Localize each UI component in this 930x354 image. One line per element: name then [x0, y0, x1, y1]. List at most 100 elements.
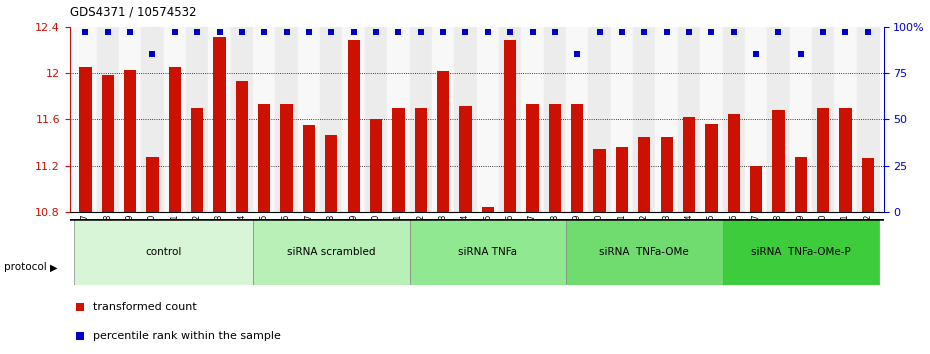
- Bar: [660, 137, 672, 212]
- Bar: [700, 27, 723, 212]
- Bar: [794, 157, 807, 212]
- Bar: [745, 27, 767, 212]
- Bar: [409, 219, 566, 285]
- Bar: [208, 27, 231, 212]
- Point: [435, 29, 450, 35]
- Bar: [342, 27, 365, 212]
- Text: siRNA TNFa: siRNA TNFa: [458, 247, 517, 257]
- Point: [481, 29, 496, 35]
- Bar: [522, 27, 544, 212]
- Bar: [727, 114, 740, 212]
- Bar: [387, 27, 409, 212]
- Bar: [437, 71, 449, 212]
- Bar: [79, 67, 91, 212]
- Bar: [812, 27, 834, 212]
- Text: siRNA scrambled: siRNA scrambled: [287, 247, 376, 257]
- Point: [324, 29, 339, 35]
- Point: [190, 29, 205, 35]
- Bar: [298, 27, 320, 212]
- Bar: [74, 27, 97, 212]
- Bar: [259, 104, 271, 212]
- Point: [78, 29, 93, 35]
- Bar: [409, 27, 432, 212]
- Bar: [566, 219, 723, 285]
- Text: GDS4371 / 10574532: GDS4371 / 10574532: [70, 5, 196, 18]
- Bar: [683, 117, 695, 212]
- Point: [301, 29, 316, 35]
- Bar: [723, 27, 745, 212]
- Bar: [840, 108, 852, 212]
- Bar: [589, 27, 611, 212]
- Bar: [141, 27, 164, 212]
- Bar: [862, 158, 874, 212]
- Bar: [168, 67, 181, 212]
- Bar: [432, 27, 454, 212]
- Bar: [476, 27, 499, 212]
- Bar: [705, 124, 718, 212]
- Point: [860, 29, 875, 35]
- Bar: [101, 75, 113, 212]
- Bar: [459, 105, 472, 212]
- Point: [346, 29, 361, 35]
- Bar: [392, 108, 405, 212]
- Text: control: control: [145, 247, 182, 257]
- Bar: [275, 27, 298, 212]
- Bar: [593, 149, 605, 212]
- Bar: [772, 110, 785, 212]
- Text: ▶: ▶: [50, 262, 58, 272]
- Bar: [365, 27, 387, 212]
- Bar: [348, 40, 360, 212]
- Text: siRNA  TNFa-OMe-P: siRNA TNFa-OMe-P: [751, 247, 851, 257]
- Bar: [834, 27, 857, 212]
- Point: [838, 29, 853, 35]
- Bar: [235, 81, 248, 212]
- Point: [659, 29, 674, 35]
- Bar: [504, 40, 516, 212]
- Bar: [544, 27, 566, 212]
- Text: protocol: protocol: [4, 262, 46, 272]
- Bar: [526, 104, 538, 212]
- Bar: [281, 104, 293, 212]
- Bar: [186, 27, 208, 212]
- Bar: [320, 27, 342, 212]
- Point: [391, 29, 405, 35]
- Bar: [633, 27, 656, 212]
- Text: percentile rank within the sample: percentile rank within the sample: [92, 331, 281, 341]
- Point: [793, 52, 808, 57]
- Point: [816, 29, 830, 35]
- Bar: [415, 108, 427, 212]
- Bar: [638, 137, 650, 212]
- Point: [548, 29, 563, 35]
- Point: [637, 29, 652, 35]
- Bar: [482, 207, 494, 212]
- Point: [257, 29, 272, 35]
- Bar: [124, 69, 137, 212]
- Bar: [499, 27, 522, 212]
- Point: [771, 29, 786, 35]
- Text: siRNA  TNFa-OMe: siRNA TNFa-OMe: [600, 247, 689, 257]
- Bar: [454, 27, 476, 212]
- Point: [100, 29, 115, 35]
- Bar: [571, 104, 583, 212]
- Text: transformed count: transformed count: [92, 302, 196, 312]
- Bar: [790, 27, 812, 212]
- Point: [726, 29, 741, 35]
- Bar: [253, 219, 409, 285]
- Point: [592, 29, 607, 35]
- Bar: [817, 108, 830, 212]
- Point: [704, 29, 719, 35]
- Point: [212, 29, 227, 35]
- Point: [615, 29, 630, 35]
- Bar: [678, 27, 700, 212]
- Point: [558, 152, 573, 158]
- Point: [458, 29, 472, 35]
- Point: [749, 52, 764, 57]
- Bar: [326, 135, 338, 212]
- Bar: [656, 27, 678, 212]
- Bar: [767, 27, 790, 212]
- Bar: [616, 147, 628, 212]
- Point: [167, 29, 182, 35]
- Point: [123, 29, 138, 35]
- Point: [570, 52, 585, 57]
- Bar: [213, 37, 226, 212]
